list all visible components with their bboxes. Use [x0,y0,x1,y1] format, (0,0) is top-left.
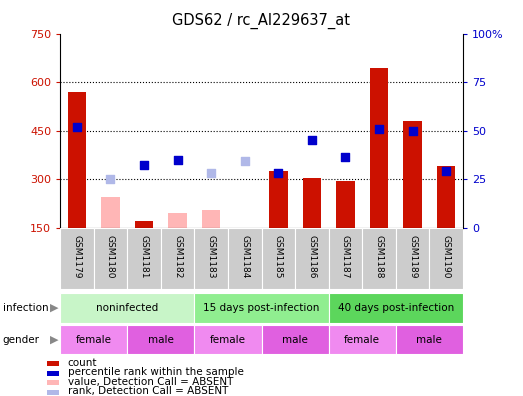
Text: male: male [148,335,174,345]
Text: GSM1183: GSM1183 [207,235,215,278]
Bar [47,371,59,376]
Text: gender: gender [3,335,40,345]
Bar [47,361,59,366]
Bar [195,293,328,323]
Point [106,176,115,182]
Text: GSM1190: GSM1190 [441,235,451,278]
Text: infection: infection [3,303,48,313]
Bar [60,293,195,323]
Text: female: female [344,335,380,345]
Text: 40 days post-infection: 40 days post-infection [338,303,454,313]
Point [442,168,450,174]
Point [241,158,249,165]
Text: GSM1182: GSM1182 [173,235,182,278]
Text: GSM1180: GSM1180 [106,235,115,278]
Text: GSM1185: GSM1185 [274,235,283,278]
Bar [370,68,388,228]
Bar [60,228,94,289]
Text: 15 days post-infection: 15 days post-infection [203,303,320,313]
Bar [228,228,262,289]
Bar [202,210,220,228]
Bar [127,325,195,354]
Bar [67,92,86,228]
Bar [60,325,127,354]
Bar [269,171,288,228]
Text: male: male [416,335,442,345]
Text: male: male [282,335,308,345]
Bar [195,228,228,289]
Bar [262,228,295,289]
Point [207,169,215,176]
Point [140,162,148,168]
Text: GSM1188: GSM1188 [374,235,383,278]
Bar [168,213,187,228]
Text: GSM1184: GSM1184 [240,235,249,278]
Point [274,169,282,176]
Text: GSM1187: GSM1187 [341,235,350,278]
Point [308,137,316,143]
Text: female: female [76,335,112,345]
Bar [94,228,127,289]
Bar [135,221,153,228]
Point [375,126,383,132]
Text: GSM1186: GSM1186 [308,235,316,278]
Bar [127,228,161,289]
Bar [437,166,456,228]
Bar [295,228,328,289]
Bar [161,228,195,289]
Text: noninfected: noninfected [96,303,158,313]
Bar [328,228,362,289]
Bar [47,380,59,385]
Text: GSM1181: GSM1181 [140,235,149,278]
Bar [429,228,463,289]
Bar [336,181,355,228]
Point [174,156,182,163]
Text: ▶: ▶ [50,335,58,345]
Bar [362,228,396,289]
Bar [262,325,328,354]
Text: GSM1189: GSM1189 [408,235,417,278]
Text: percentile rank within the sample: percentile rank within the sample [68,367,244,377]
Bar [303,177,321,228]
Text: ▶: ▶ [50,303,58,313]
Bar [47,390,59,395]
Text: GSM1179: GSM1179 [72,235,82,278]
Text: value, Detection Call = ABSENT: value, Detection Call = ABSENT [68,377,233,387]
Text: count: count [68,358,97,368]
Bar [101,197,120,228]
Bar [403,121,422,228]
Bar [328,293,463,323]
Text: female: female [210,335,246,345]
Text: rank, Detection Call = ABSENT: rank, Detection Call = ABSENT [68,386,228,396]
Bar [396,325,463,354]
Point [408,128,417,134]
Bar [195,325,262,354]
Bar [396,228,429,289]
Text: GDS62 / rc_AI229637_at: GDS62 / rc_AI229637_at [173,13,350,29]
Point [73,124,81,131]
Bar [328,325,396,354]
Point [341,153,349,160]
